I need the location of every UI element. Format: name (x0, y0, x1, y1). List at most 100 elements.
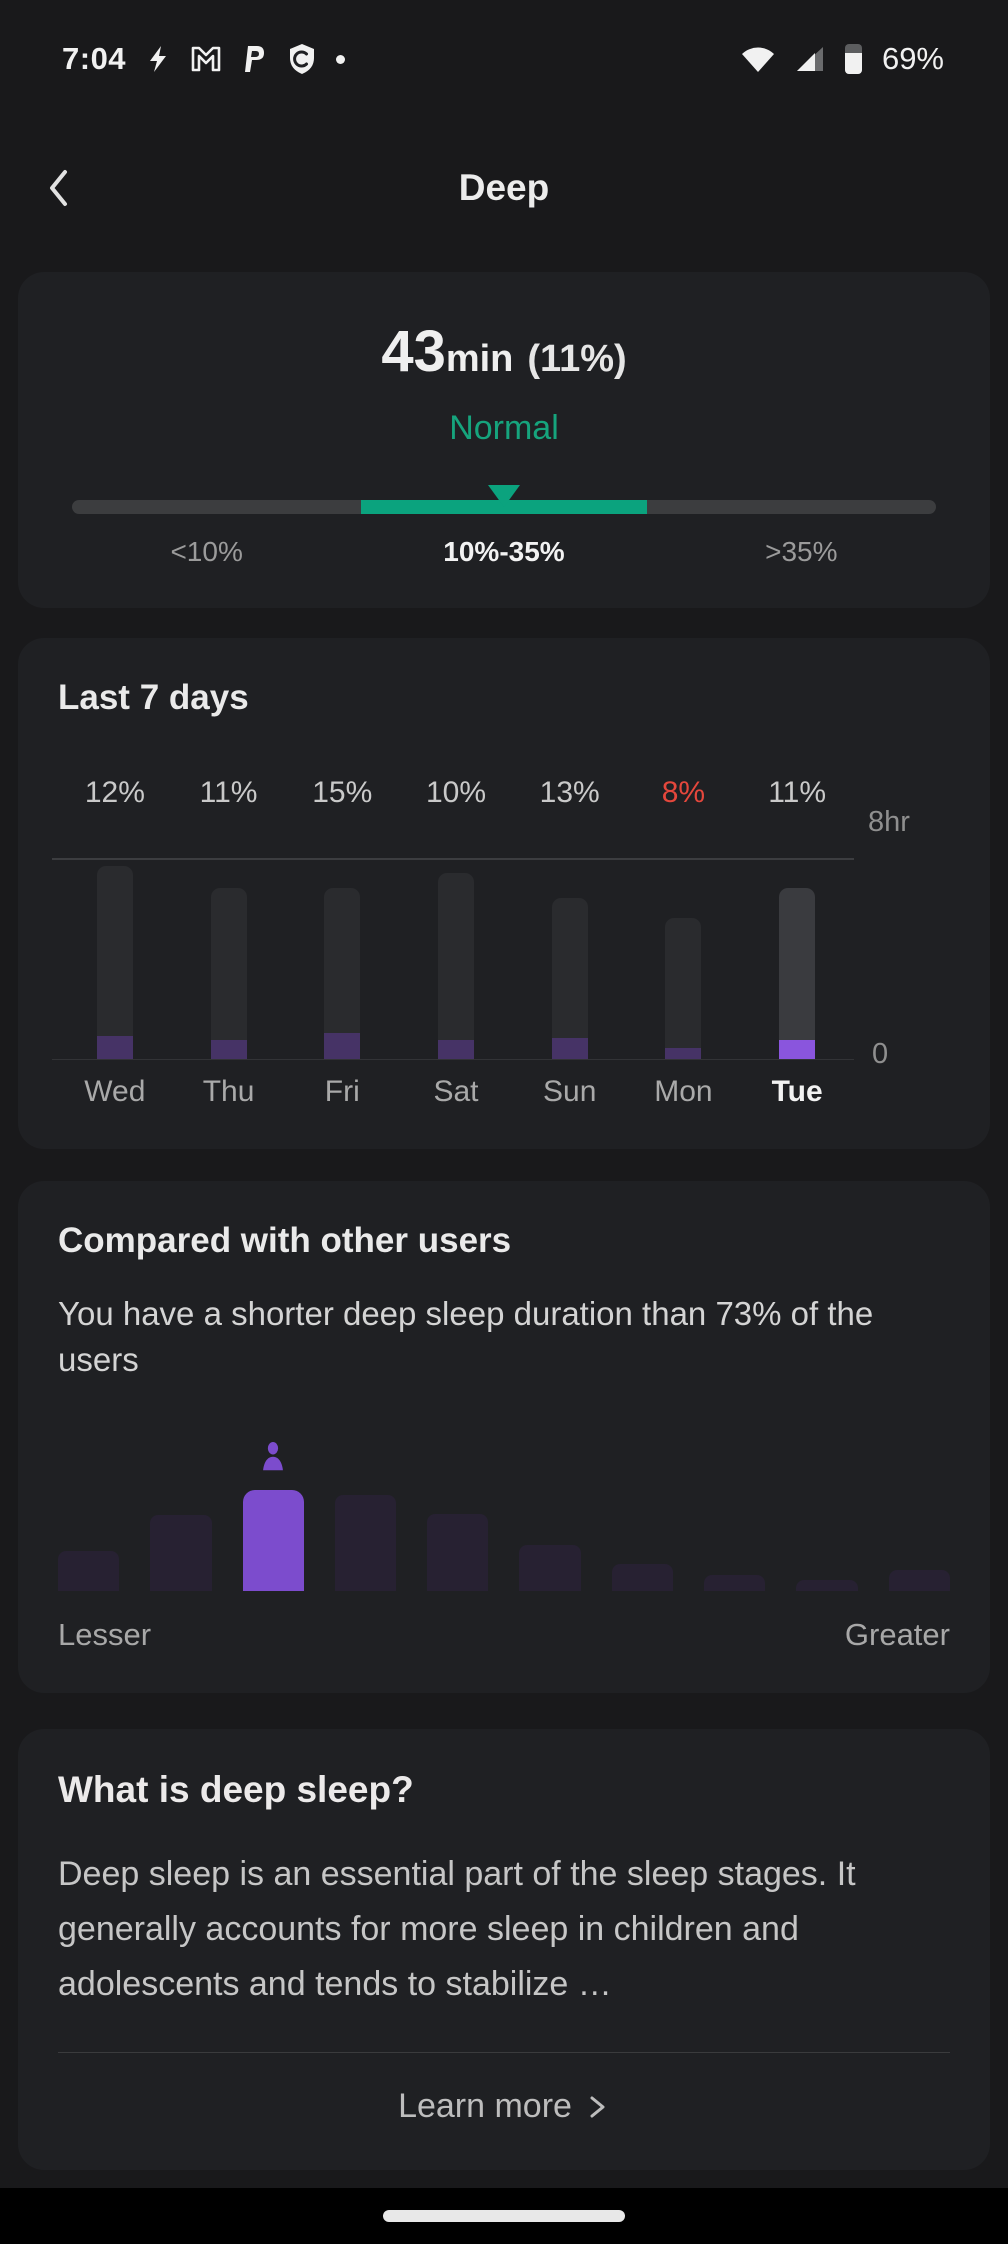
deep-percent-label: 8% (661, 776, 706, 809)
y-axis-min-label: 0 (872, 1038, 889, 1070)
comparison-title: Compared with other users (58, 1221, 512, 1260)
greater-label: Greater (844, 1617, 950, 1653)
back-button[interactable] (28, 156, 92, 220)
deep-sleep-minutes: 43 (381, 319, 446, 384)
sleep-bar (779, 888, 816, 1059)
battery-percent: 69% (881, 41, 944, 76)
zone-labels: <10% 10%-35% >35% (58, 536, 950, 568)
last7-percent-row: 12% 11% 15% 10% 13% 8% 11% (58, 776, 854, 810)
page-title: Deep (458, 167, 550, 208)
range-indicator (72, 485, 936, 514)
comparison-card: Compared with other users You have a sho… (18, 1181, 990, 1694)
day-label: Sat (433, 1075, 479, 1108)
last-7-days-card: Last 7 days 12% 11% 15% 10% 13% 8% 11% Wed Thu F… (18, 638, 990, 1149)
sleep-bar (551, 898, 588, 1059)
last7-bars-row (52, 858, 854, 1060)
status-badge: Normal (449, 409, 559, 447)
distribution-bar (427, 1514, 489, 1592)
person-icon (263, 1442, 284, 1471)
deep-sleep-percent: (11%) (527, 338, 627, 380)
learn-more-label: Learn more (398, 2087, 572, 2126)
last7-day-row: Wed Thu Fri Sat Sun Mon Tue (58, 1075, 854, 1109)
app-header: Deep (0, 104, 1008, 272)
distribution-bar (704, 1575, 766, 1592)
total-sleep-segment (779, 888, 816, 1040)
distribution-bar (58, 1551, 120, 1592)
distribution-bar-you (242, 1442, 304, 1592)
sleep-bar (437, 873, 474, 1059)
day-label: Mon (654, 1075, 713, 1108)
deep-sleep-segment (210, 1040, 247, 1059)
distribution-bar (796, 1580, 858, 1592)
lesser-label: Lesser (58, 1617, 152, 1653)
day-label: Fri (324, 1075, 360, 1108)
distribution-bar (519, 1545, 581, 1592)
shield-icon (288, 43, 316, 75)
last-7-days-chart: 12% 11% 15% 10% 13% 8% 11% Wed Thu Fri Sat Sun Mon T… (52, 776, 950, 1109)
deep-sleep-summary-card: 43 min (11%) Normal <10% 10%-35% >35% (18, 272, 990, 608)
deep-sleep-unit: min (445, 338, 514, 380)
learn-more-button[interactable]: Learn more (58, 2087, 950, 2126)
deep-sleep-segment (437, 1040, 474, 1059)
gmail-icon (190, 44, 222, 74)
sleep-bar-column (58, 866, 172, 1059)
divider (58, 2052, 950, 2054)
cell-signal-icon (795, 45, 825, 73)
deep-percent-label: 11% (768, 776, 827, 809)
deep-sleep-segment (96, 1036, 133, 1059)
deep-percent-label: 10% (425, 776, 487, 809)
battery-icon (844, 44, 862, 74)
sleep-bar (324, 888, 361, 1059)
sleep-bar-column (627, 918, 741, 1059)
total-sleep-segment (96, 866, 133, 1036)
deep-sleep-segment (551, 1038, 588, 1059)
wifi-icon (741, 45, 775, 73)
status-bar: 7:04 69% (0, 0, 1008, 104)
deep-sleep-segment (779, 1040, 816, 1059)
deep-percent-label: 11% (199, 776, 258, 809)
deep-sleep-segment (324, 1033, 361, 1059)
system-nav-bar (0, 2188, 1008, 2244)
day-label: Wed (84, 1075, 146, 1108)
distribution-bar (150, 1515, 212, 1592)
total-sleep-segment (210, 888, 247, 1040)
sleep-bar (210, 888, 247, 1059)
deep-sleep-metric: 43 min (11%) (58, 318, 950, 385)
lightning-icon (146, 44, 170, 74)
distribution-bar (611, 1564, 674, 1592)
deep-sleep-segment (665, 1048, 702, 1059)
day-label: Tue (771, 1075, 823, 1108)
total-sleep-segment (437, 873, 474, 1040)
paypal-icon (242, 44, 268, 74)
clock: 7:04 (62, 41, 127, 76)
day-label: Thu (202, 1075, 255, 1108)
info-card: What is deep sleep? Deep sleep is an ess… (18, 1729, 990, 2171)
position-pointer-icon (488, 485, 520, 507)
deep-percent-label: 13% (539, 776, 600, 809)
zone-label-normal: 10%-35% (443, 536, 565, 567)
comparison-histogram (58, 1442, 950, 1592)
info-title: What is deep sleep? (58, 1769, 414, 1811)
deep-percent-label: 15% (312, 776, 373, 809)
gesture-handle[interactable] (383, 2210, 625, 2222)
total-sleep-segment (665, 918, 702, 1048)
sleep-bar-column (172, 888, 286, 1059)
histogram-axis-labels: Lesser Greater (58, 1617, 950, 1653)
chevron-right-icon (590, 2096, 605, 2118)
total-sleep-segment (551, 898, 588, 1038)
last-7-days-title: Last 7 days (58, 678, 249, 717)
sleep-bar-column (513, 898, 627, 1059)
notification-dot (336, 54, 346, 64)
zone-label-high: >35% (765, 536, 838, 567)
sleep-bar-column (740, 888, 854, 1059)
sleep-bar-column (399, 873, 513, 1059)
distribution-bar (888, 1570, 950, 1592)
sleep-bar (96, 866, 133, 1059)
y-axis-max-label: 8hr (868, 806, 910, 838)
sleep-bar (665, 918, 702, 1059)
sleep-bar-column (285, 888, 399, 1059)
zone-label-low: <10% (170, 536, 243, 567)
deep-percent-label: 12% (84, 776, 145, 809)
back-chevron-icon (50, 170, 67, 206)
